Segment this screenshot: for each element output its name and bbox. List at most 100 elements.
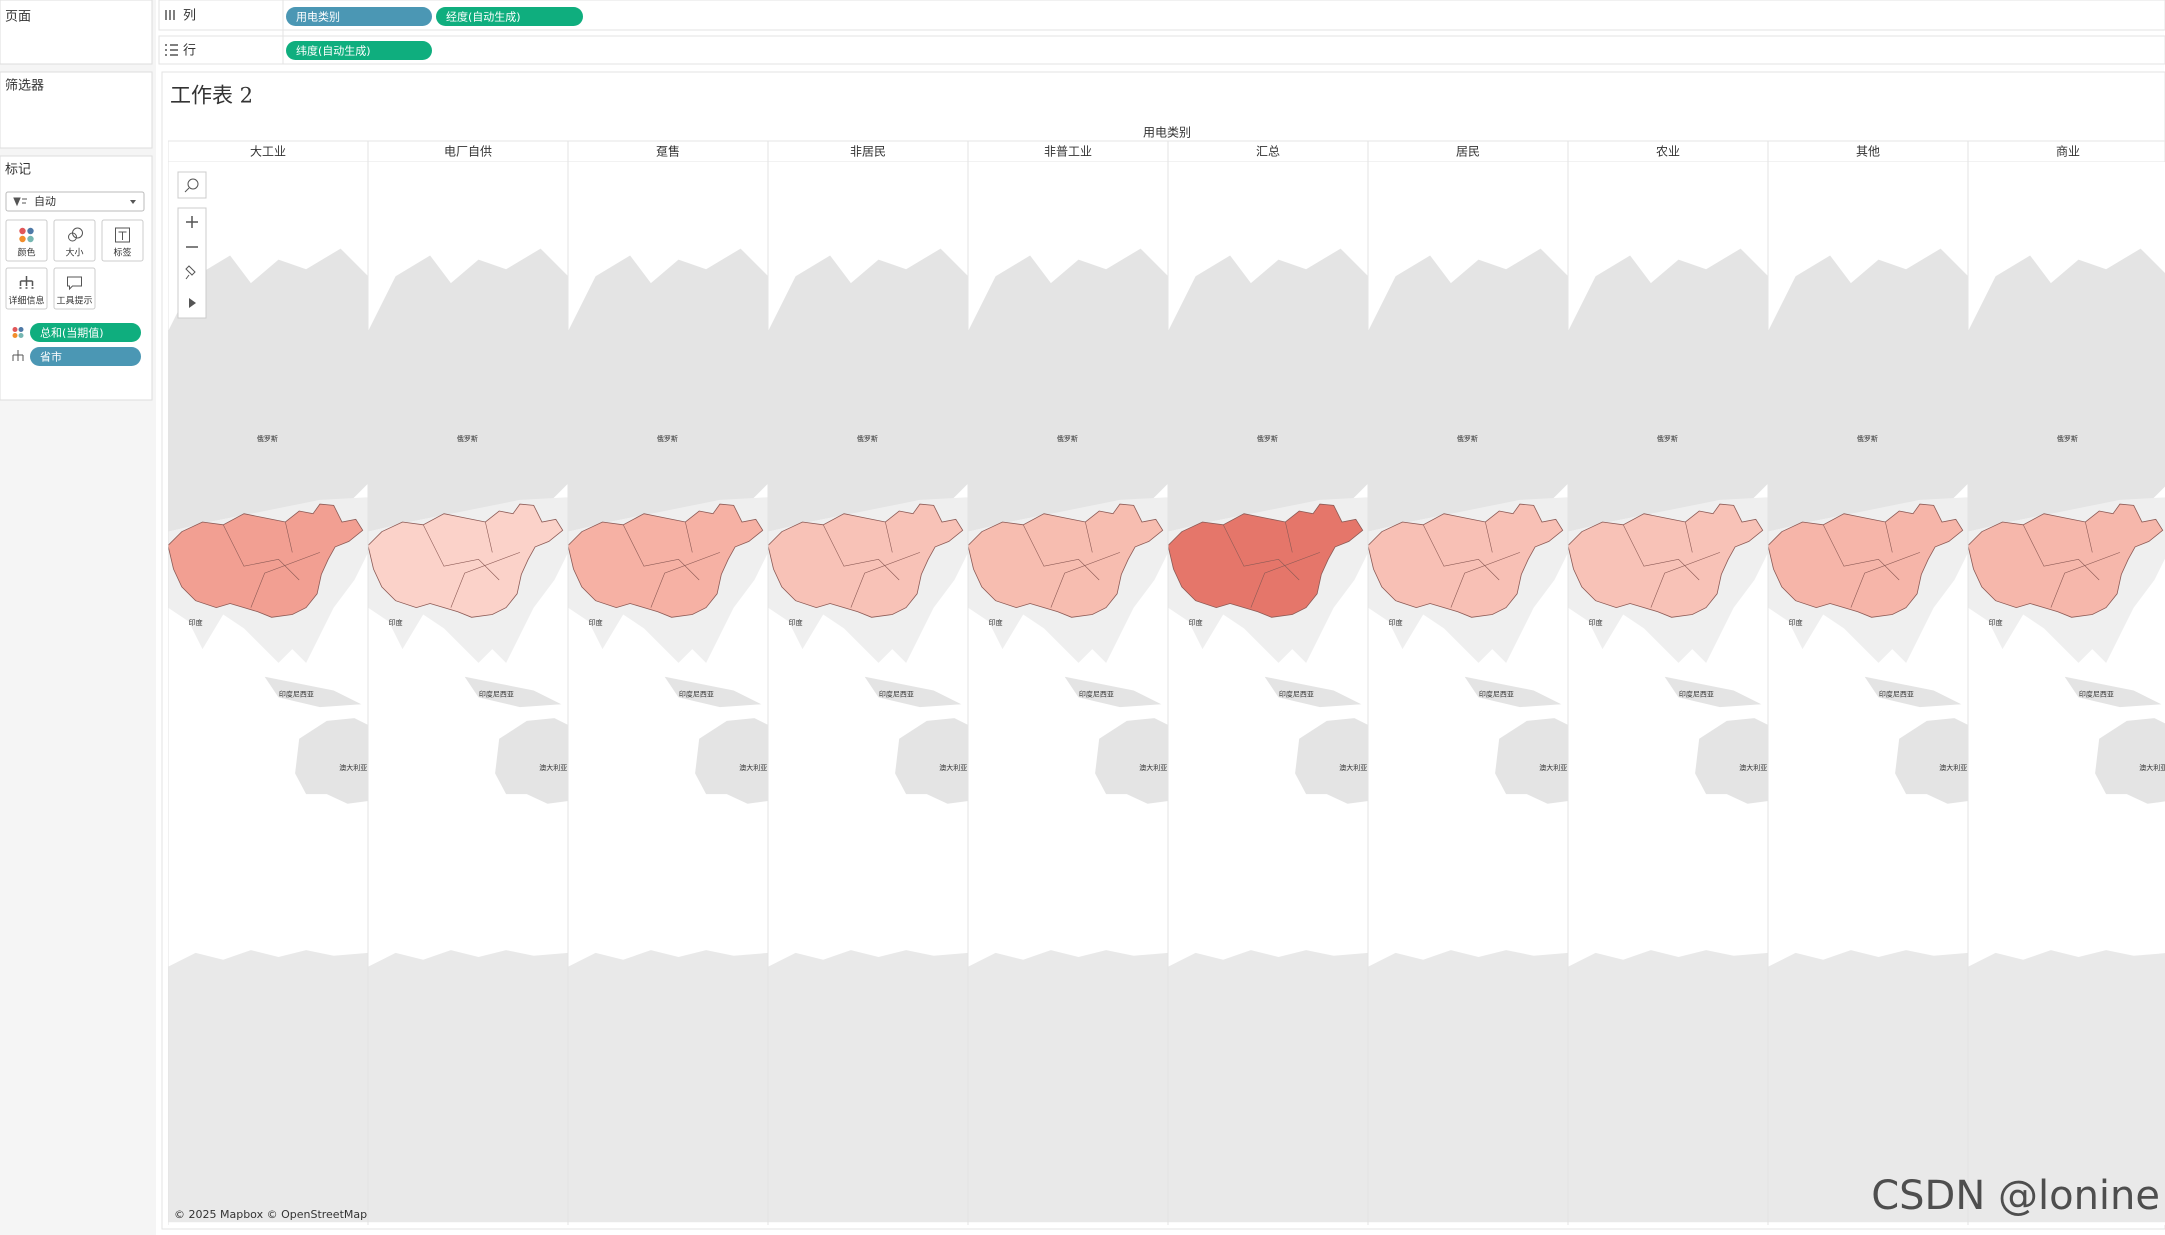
map-label: 俄罗斯 bbox=[1457, 434, 1478, 443]
province-borders bbox=[1022, 521, 1121, 608]
mark-button-label: 工具提示 bbox=[56, 296, 92, 307]
map-search[interactable] bbox=[177, 171, 207, 199]
color-icon bbox=[18, 327, 24, 332]
pill[interactable] bbox=[30, 347, 141, 366]
province-region bbox=[1767, 503, 1964, 618]
province-region bbox=[1167, 503, 1364, 618]
map-label: 印度尼西亚 bbox=[679, 690, 714, 699]
land bbox=[968, 950, 1169, 1223]
map-label: 俄罗斯 bbox=[857, 434, 878, 443]
land bbox=[1895, 718, 1969, 804]
map-label: 澳大利亚 bbox=[539, 763, 567, 772]
map-label: 俄罗斯 bbox=[1257, 434, 1278, 443]
map-label: 印度 bbox=[789, 618, 803, 627]
pill-label: 经度(自动生成) bbox=[446, 10, 521, 24]
map-label: 俄罗斯 bbox=[457, 434, 478, 443]
color-icon bbox=[18, 333, 24, 338]
column-header: 趸售 bbox=[656, 144, 680, 159]
map-label: 印度尼西亚 bbox=[2079, 690, 2114, 699]
land bbox=[1695, 718, 1769, 804]
mark-button-label: 大小 bbox=[65, 247, 83, 259]
pill[interactable] bbox=[436, 7, 583, 26]
province-borders bbox=[2022, 521, 2121, 608]
search-icon bbox=[184, 187, 190, 193]
land bbox=[264, 676, 362, 708]
land bbox=[368, 248, 569, 532]
zoom-in[interactable] bbox=[186, 216, 198, 228]
province-region bbox=[567, 503, 764, 618]
land bbox=[568, 248, 769, 532]
province-borders bbox=[622, 521, 721, 608]
map-label: 印度 bbox=[189, 618, 203, 627]
color-icon bbox=[19, 227, 26, 235]
land bbox=[864, 676, 962, 708]
mark-type-dropdown[interactable] bbox=[5, 191, 145, 212]
mark-button[interactable] bbox=[5, 219, 48, 262]
land bbox=[1568, 248, 1769, 532]
map-label: 澳大利亚 bbox=[1939, 763, 1967, 772]
rows-icon bbox=[165, 44, 178, 56]
land bbox=[495, 718, 569, 804]
province-region bbox=[168, 503, 364, 618]
land bbox=[1264, 676, 1362, 708]
map-label: 印度尼西亚 bbox=[279, 690, 314, 699]
map-label: 印度 bbox=[389, 618, 403, 627]
mark-button[interactable] bbox=[101, 219, 144, 262]
map-label: 印度尼西亚 bbox=[1279, 690, 1314, 699]
pill-label: 纬度(自动生成) bbox=[296, 44, 371, 58]
label-icon bbox=[118, 231, 127, 240]
mark-button-label: 标签 bbox=[113, 247, 131, 259]
pill[interactable] bbox=[30, 323, 141, 342]
land bbox=[968, 248, 1169, 532]
land bbox=[768, 248, 969, 532]
color-icon bbox=[12, 327, 18, 332]
column-header-title: 用电类别 bbox=[1143, 126, 1191, 140]
land bbox=[1864, 676, 1962, 708]
land bbox=[1168, 950, 1369, 1223]
color-icon bbox=[27, 227, 34, 235]
map-attribution: © 2025 Mapbox © OpenStreetMap bbox=[174, 1208, 367, 1221]
marks-title: 标记 bbox=[5, 163, 31, 178]
land bbox=[768, 950, 969, 1223]
map-label: 俄罗斯 bbox=[657, 434, 678, 443]
mark-button-label: 颜色 bbox=[17, 247, 35, 259]
pages-card bbox=[0, 0, 153, 65]
pill[interactable] bbox=[286, 41, 432, 60]
province-region bbox=[367, 503, 564, 618]
map-label: 印度尼西亚 bbox=[1679, 690, 1714, 699]
map-label: 印度尼西亚 bbox=[879, 690, 914, 699]
land bbox=[1568, 950, 1769, 1223]
map-label: 俄罗斯 bbox=[257, 434, 278, 443]
province-borders bbox=[1222, 521, 1321, 608]
filters-card[interactable] bbox=[0, 71, 153, 149]
land bbox=[568, 950, 769, 1223]
land bbox=[1368, 950, 1569, 1223]
land bbox=[1768, 248, 1969, 532]
map-label: 澳大利亚 bbox=[1739, 763, 1767, 772]
map-label: 印度尼西亚 bbox=[1879, 690, 1914, 699]
province-borders bbox=[222, 521, 321, 608]
map-label: 印度 bbox=[1189, 618, 1203, 627]
land bbox=[1968, 248, 2165, 532]
detail-icon bbox=[19, 276, 34, 289]
land bbox=[664, 676, 762, 708]
column-header: 大工业 bbox=[250, 145, 286, 159]
column-header: 汇总 bbox=[1256, 145, 1280, 159]
columns-label: 列 bbox=[183, 9, 196, 24]
land bbox=[1168, 248, 1369, 532]
detail-icon bbox=[12, 350, 24, 361]
label-icon bbox=[115, 227, 130, 243]
color-icon bbox=[12, 333, 18, 338]
pill-label: 省市 bbox=[40, 350, 62, 364]
pin-map[interactable] bbox=[185, 265, 196, 280]
land bbox=[1368, 248, 1569, 532]
expand-toolbar[interactable] bbox=[189, 298, 196, 308]
pill[interactable] bbox=[286, 7, 432, 26]
map-label: 澳大利亚 bbox=[939, 763, 967, 772]
worksheet-title: 工作表 2 bbox=[170, 84, 253, 108]
map-label: 澳大利亚 bbox=[1139, 763, 1167, 772]
land bbox=[1968, 950, 2165, 1223]
mark-button[interactable] bbox=[53, 267, 96, 310]
land bbox=[1768, 950, 1969, 1223]
